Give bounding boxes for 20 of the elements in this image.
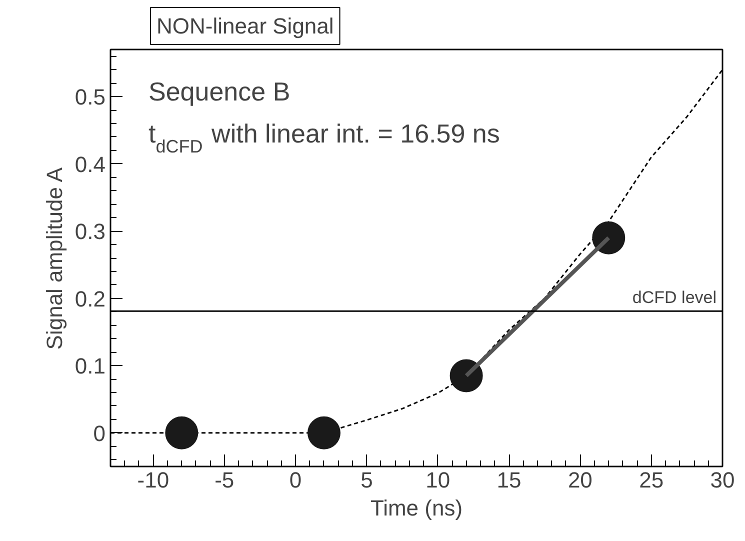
- ref-line-label: dCFD level: [632, 288, 717, 308]
- x-axis-title: Time (ns): [370, 496, 463, 520]
- chart-title: NON-linear Signal: [156, 14, 334, 38]
- x-tick-label: 30: [710, 468, 735, 492]
- x-tick-label: -5: [214, 468, 234, 492]
- y-tick-label: 0.2: [74, 286, 106, 312]
- annotation: Sequence B: [148, 76, 290, 106]
- y-tick-label: 0.1: [74, 354, 106, 379]
- x-tick-label: -10: [137, 468, 170, 492]
- x-tick-label: 5: [360, 468, 373, 492]
- x-tick-label: 10: [426, 468, 450, 492]
- y-tick-label: 0.5: [74, 84, 106, 110]
- y-tick-label: 0: [93, 420, 106, 446]
- y-axis-title: Signal amplitude A: [42, 167, 67, 350]
- x-tick-label: 25: [639, 468, 664, 492]
- y-tick-label: 0.4: [74, 152, 106, 177]
- x-tick-label: 15: [496, 468, 522, 492]
- x-tick-label: 0: [289, 468, 302, 492]
- y-tick-label: 0.3: [74, 219, 106, 244]
- x-tick-label: 20: [568, 468, 592, 492]
